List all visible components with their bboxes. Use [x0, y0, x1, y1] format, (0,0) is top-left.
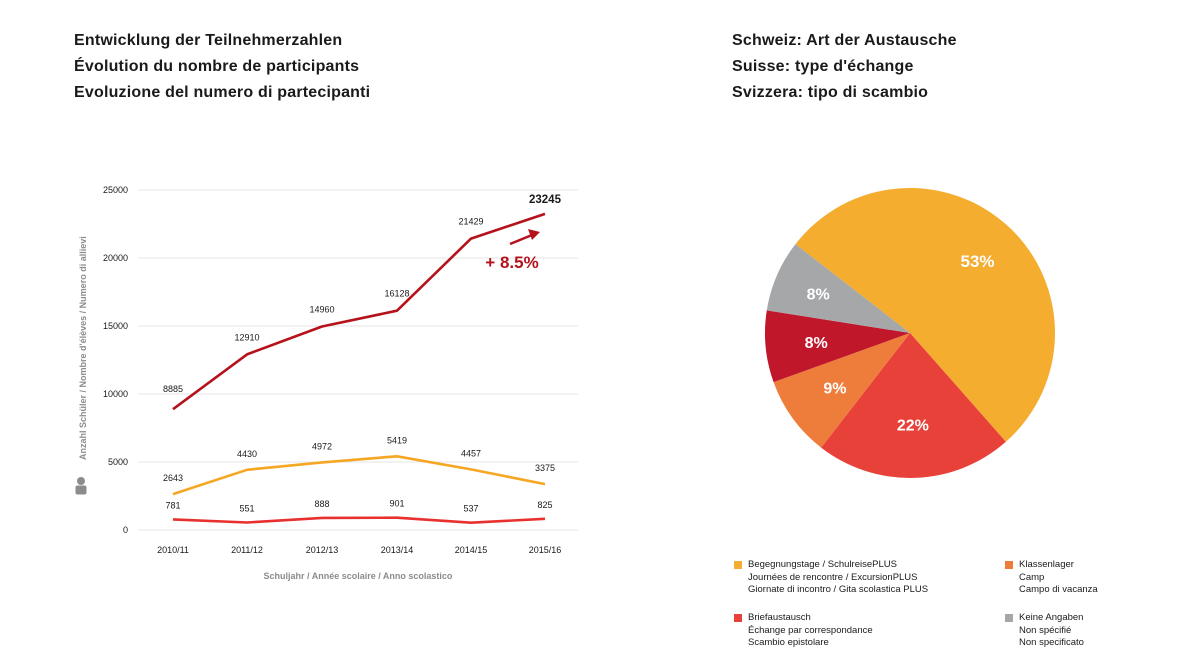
- x-tick-label: 2013/14: [381, 545, 414, 555]
- pie-slice: [765, 310, 910, 383]
- data-label: 12910: [234, 332, 259, 342]
- legend-line: Échange par correspondance: [748, 624, 873, 636]
- pie-slice: [773, 333, 910, 448]
- growth-arrow-head: [528, 229, 540, 240]
- slice-label: 8%: [807, 286, 830, 303]
- y-tick-label: 0: [123, 525, 128, 535]
- pie-slice: [821, 333, 1006, 478]
- y-axis-title: Anzahl Schüler / Nombre d'élèves / Numer…: [78, 236, 88, 460]
- data-label: 16128: [384, 289, 409, 299]
- legend-text: Begegnungstage / SchulreisePLUS Journées …: [748, 559, 928, 597]
- pie-slice: [795, 188, 1056, 442]
- pie-slice: [766, 244, 910, 333]
- pie-chart-title-fr: Suisse: type d'échange: [732, 58, 914, 75]
- y-tick-label: 10000: [103, 389, 128, 399]
- line-chart: 0 5000 10000 15000 20000 25000 2010/11 2011/12 2…: [75, 185, 578, 581]
- x-tick-label: 2014/15: [455, 545, 488, 555]
- data-label: 825: [537, 500, 552, 510]
- legend-line: Klassenlager: [1019, 559, 1074, 570]
- data-label: 4430: [237, 449, 257, 459]
- growth-arrow-icon: [509, 233, 533, 246]
- legend-line: Journées de rencontre / ExcursionPLUS: [748, 571, 918, 583]
- x-tick-label: 2011/12: [231, 545, 263, 555]
- data-label: 23245: [529, 194, 562, 206]
- legend-item: Briefaustausch Échange par correspondance…: [734, 612, 873, 650]
- person-icon: [75, 477, 87, 495]
- slice-label: 53%: [960, 252, 994, 271]
- legend-line: Campo di vacanza: [1019, 584, 1098, 595]
- legend-text: Keine Angaben Non spécifié Non specificato: [1019, 612, 1084, 650]
- slice-label: 22%: [897, 417, 929, 434]
- legend-line: Briefaustausch: [748, 612, 811, 623]
- y-tick-label: 25000: [103, 185, 128, 195]
- legend-line: Non specificato: [1019, 637, 1084, 648]
- legend-line: Non spécifié: [1019, 624, 1072, 636]
- data-label: 888: [314, 499, 329, 509]
- series-line: [172, 212, 546, 411]
- slice-label: 8%: [805, 335, 828, 352]
- data-label: 8885: [163, 384, 183, 394]
- series-line: [172, 516, 546, 525]
- y-tick-label: 5000: [108, 457, 128, 467]
- data-label: 21429: [458, 217, 483, 227]
- legend-line: Keine Angaben: [1019, 612, 1084, 623]
- data-label: 551: [239, 504, 254, 514]
- line-chart-title-it: Evoluzione del numero di partecipanti: [74, 84, 371, 101]
- line-chart-titles: Entwicklung der Teilnehmerzahlen Évoluti…: [74, 28, 370, 106]
- legend-line: Camp: [1019, 571, 1045, 583]
- y-tick-label: 20000: [103, 253, 128, 263]
- legend-item: Begegnungstage / SchulreisePLUS Journées …: [734, 559, 928, 597]
- y-tick-label: 15000: [103, 321, 128, 331]
- data-label: 4457: [461, 448, 481, 458]
- legend-swatch: [1005, 561, 1013, 569]
- data-label: 14960: [309, 305, 334, 315]
- data-label: 2643: [163, 473, 183, 483]
- legend-line: Giornate di incontro / Gita scolastica P…: [748, 584, 929, 595]
- line-chart-title-de: Entwicklung der Teilnehmerzahlen: [74, 32, 343, 49]
- pie-chart-title-de: Schweiz: Art der Austausche: [732, 32, 957, 49]
- legend-swatch: [734, 614, 742, 622]
- x-axis-title: Schuljahr / Année scolaire / Anno scolas…: [264, 571, 453, 581]
- data-label: 3375: [535, 463, 555, 473]
- legend-text: Briefaustausch Échange par correspondance…: [748, 612, 873, 650]
- data-label: 537: [463, 504, 478, 514]
- pie-chart-titles: Schweiz: Art der Austausche Suisse: type…: [732, 28, 957, 106]
- x-tick-label: 2015/16: [529, 545, 562, 555]
- legend-swatch: [1005, 614, 1013, 622]
- data-label: 901: [389, 499, 404, 509]
- pie-chart-title-it: Svizzera: tipo di scambio: [732, 84, 929, 101]
- legend-line: Begegnungstage / SchulreisePLUS: [748, 559, 897, 570]
- x-tick-label: 2010/11: [157, 545, 189, 555]
- data-label: 781: [165, 500, 180, 510]
- slice-label: 9%: [823, 381, 846, 398]
- legend-text: Klassenlager Camp Campo di vacanza: [1019, 559, 1098, 597]
- line-chart-title-fr: Évolution du nombre de participants: [74, 58, 360, 75]
- legend-item: Keine Angaben Non spécifié Non specificato: [1005, 612, 1084, 650]
- legend-line: Scambio epistolare: [748, 637, 829, 648]
- growth-label: + 8.5%: [485, 253, 538, 272]
- legend-item: Klassenlager Camp Campo di vacanza: [1005, 559, 1098, 597]
- data-label: 5419: [387, 435, 407, 445]
- legend-swatch: [734, 561, 742, 569]
- growth-annotation: + 8.5%: [485, 229, 540, 272]
- x-tick-label: 2012/13: [306, 545, 339, 555]
- series-line: [172, 454, 546, 496]
- data-label: 4972: [312, 441, 332, 451]
